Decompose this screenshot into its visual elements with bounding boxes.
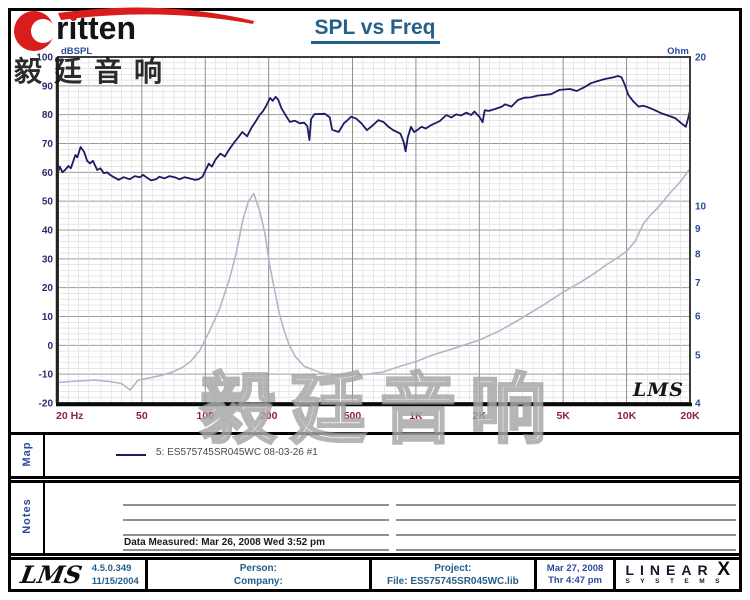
y-left-tick-label: 70 [42, 139, 54, 150]
linearx-x: X [717, 559, 730, 580]
print-time: Thr 4:47 pm [548, 574, 602, 586]
y-left-tick-label: -10 [39, 370, 54, 381]
spl-vs-freq-chart: 1009080706050403020100-10-20201098765420… [36, 46, 707, 422]
map-label-cell: Map [11, 435, 45, 476]
y-right-tick-label: 9 [695, 224, 701, 235]
x-tick-label: 500 [344, 410, 362, 422]
legend-text: 5: ES575745SR045WC 08-03-26 #1 [156, 447, 318, 458]
company-label: Company: [233, 575, 283, 587]
logo-red-dot-icon [70, 14, 77, 21]
x-tick-label: 50 [136, 410, 148, 422]
x-tick-label: 20K [680, 410, 700, 422]
x-tick-label: 2K [473, 410, 487, 422]
note-line [396, 504, 736, 506]
y-left-tick-label: 0 [47, 341, 53, 352]
software-version-date: 11/15/2004 [91, 575, 139, 587]
y-right-tick-label: 8 [695, 249, 701, 260]
note-line [123, 504, 389, 506]
footer-lms-cell: LMS 4.5.0.349 11/15/2004 [11, 560, 148, 589]
x-tick-label: 200 [260, 410, 278, 422]
footer-project-cell: Project: File: ES575745SR045WC.lib [372, 560, 537, 589]
y-left-tick-label: 20 [42, 283, 54, 294]
footer-bar: LMS 4.5.0.349 11/15/2004 Person: Company… [8, 557, 742, 592]
y-right-tick-label: 10 [695, 202, 707, 213]
logo-swoosh-icon [14, 7, 254, 51]
impedance-curve [57, 167, 691, 391]
y-left-axis-title: dBSPL [61, 46, 92, 57]
y-right-axis-title: Ohm [667, 46, 689, 57]
y-left-tick-label: -20 [39, 399, 54, 410]
note-line [396, 519, 736, 521]
y-left-tick-label: 10 [42, 312, 54, 323]
legend-line-swatch [116, 454, 146, 456]
note-line [123, 519, 389, 521]
notes-label-cell: Notes [11, 483, 45, 553]
map-label: Map [21, 441, 33, 466]
footer-person-cell: Person: Company: [148, 560, 373, 589]
spl-curve [57, 75, 691, 182]
print-date: Mar 27, 2008 [546, 562, 604, 574]
y-left-tick-label: 50 [42, 197, 54, 208]
notes-section: Notes Data Measured: Mar 26, 2008 Wed 3:… [8, 480, 742, 556]
file-label: File: ES575745SR045WC.lib [386, 575, 519, 587]
eritten-logo: ritten [6, 2, 266, 56]
y-left-tick-label: 90 [42, 81, 54, 92]
footer-date-cell: Mar 27, 2008 Thr 4:47 pm [537, 560, 617, 589]
y-left-tick-label: 80 [42, 110, 54, 121]
software-version: 4.5.0.349 [91, 562, 132, 574]
y-right-tick-label: 7 [695, 278, 701, 289]
logo-text: ritten [56, 10, 136, 46]
x-tick-label: 100 [196, 410, 214, 422]
note-line [396, 534, 736, 536]
x-tick-label: 5K [556, 410, 570, 422]
y-left-tick-label: 60 [42, 168, 54, 179]
lms-logo: LMS [18, 560, 85, 589]
page-title: SPL vs Freq [310, 16, 440, 44]
linearx-brand: LINEAR [625, 562, 714, 578]
map-section: Map 5: ES575745SR045WC 08-03-26 #1 [8, 432, 742, 479]
project-label: Project: [434, 562, 472, 574]
footer-brand-cell: LINEAR X SYSTEMS [616, 560, 739, 589]
x-tick-label: 20 Hz [56, 410, 83, 422]
note-line [123, 549, 389, 551]
chart-lms-logo: LMS [632, 379, 684, 401]
note-line [396, 549, 736, 551]
y-right-tick-label: 6 [695, 311, 701, 322]
y-left-tick-label: 30 [42, 254, 54, 265]
person-label: Person: [239, 562, 277, 574]
data-measured-text: Data Measured: Mar 26, 2008 Wed 3:52 pm [124, 537, 326, 548]
y-right-tick-label: 5 [695, 351, 701, 362]
y-left-tick-label: 100 [36, 53, 53, 64]
linearx-systems: SYSTEMS [625, 578, 730, 585]
x-tick-label: 10K [617, 410, 637, 422]
y-left-tick-label: 40 [42, 226, 54, 237]
y-right-tick-label: 4 [695, 399, 701, 410]
y-right-tick-label: 20 [695, 53, 707, 64]
notes-label: Notes [21, 498, 33, 534]
x-tick-label: 1K [409, 410, 423, 422]
note-line [123, 534, 389, 536]
